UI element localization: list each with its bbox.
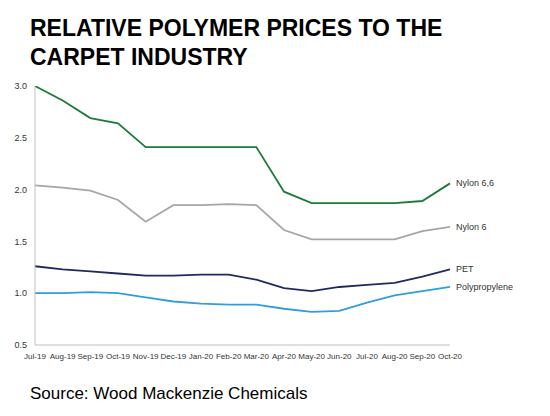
svg-text:Dec-19: Dec-19: [160, 352, 186, 361]
svg-text:2.0: 2.0: [14, 185, 27, 195]
svg-text:0.5: 0.5: [14, 340, 27, 350]
svg-text:Jul-20: Jul-20: [356, 352, 378, 361]
svg-text:1.5: 1.5: [14, 237, 27, 247]
svg-text:Mar-20: Mar-20: [244, 352, 270, 361]
svg-text:Aug-20: Aug-20: [382, 352, 408, 361]
svg-text:Jul-19: Jul-19: [24, 352, 46, 361]
svg-text:PET: PET: [456, 264, 474, 274]
svg-text:Sep-19: Sep-19: [77, 352, 103, 361]
svg-text:1.0: 1.0: [14, 288, 27, 298]
svg-text:May-20: May-20: [298, 352, 325, 361]
svg-text:Oct-19: Oct-19: [106, 352, 131, 361]
svg-text:Apr-20: Apr-20: [272, 352, 297, 361]
svg-text:Nylon 6: Nylon 6: [456, 222, 487, 232]
svg-text:Polypropylene: Polypropylene: [456, 282, 513, 292]
html-text:RELATIVE POLYMER PRICES TO THE: RELATIVE POLYMER PRICES TO THE CARPET IN…: [30, 15, 443, 70]
svg-text:2.5: 2.5: [14, 133, 27, 143]
svg-text:Jan-20: Jan-20: [189, 352, 214, 361]
svg-text:Sep-20: Sep-20: [409, 352, 435, 361]
svg-text:3.0: 3.0: [14, 81, 27, 91]
html-text:Source: Wood Mackenzie Chemica: Source: Wood Mackenzie Chemicals: [30, 384, 308, 403]
svg-text:Nylon 6,6: Nylon 6,6: [456, 178, 494, 188]
svg-text:Aug-19: Aug-19: [50, 352, 76, 361]
svg-text:Nov-19: Nov-19: [133, 352, 159, 361]
svg-text:Feb-20: Feb-20: [216, 352, 242, 361]
svg-text:Oct-20: Oct-20: [438, 352, 463, 361]
svg-text:Jun-20: Jun-20: [327, 352, 352, 361]
